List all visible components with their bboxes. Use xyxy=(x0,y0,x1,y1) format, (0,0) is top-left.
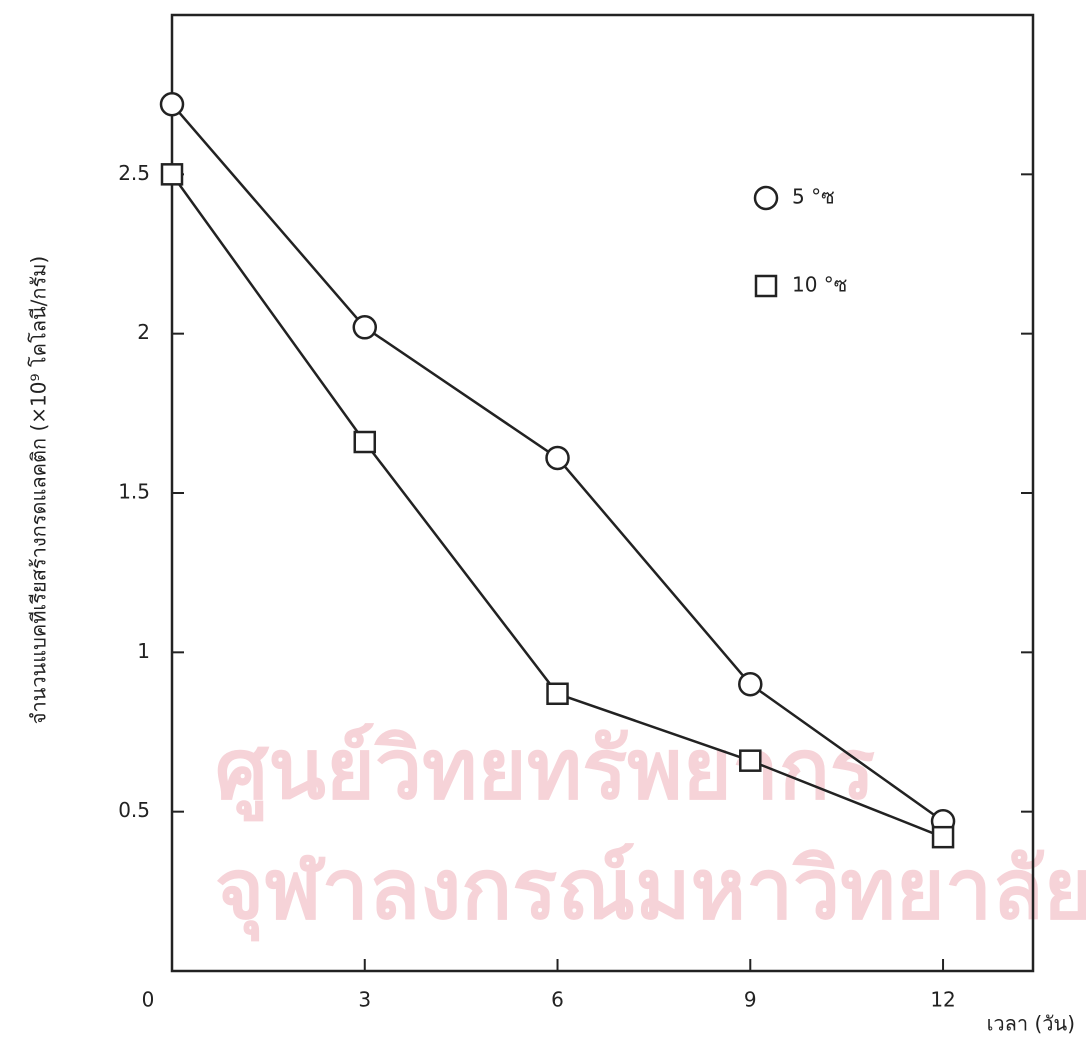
watermark: จุฬาลงกรณ์มหาวิทยาลัย xyxy=(215,840,1086,942)
point xyxy=(933,827,953,847)
point xyxy=(354,316,376,338)
y-tick-label: 2.5 xyxy=(118,161,150,185)
point xyxy=(162,164,182,184)
x-tick-label: 12 xyxy=(930,988,955,1012)
x-tick-label: 6 xyxy=(551,988,564,1012)
y-axis-label: จำนวนแบคทีเรียสร้างกรดแลคติก (×10⁹ โคโลน… xyxy=(27,256,51,725)
chart: ศูนย์วิทยทรัพยากร จุฬาลงกรณ์มหาวิทยาลัย … xyxy=(0,0,1086,1042)
x-tick-label: 0 xyxy=(142,988,155,1012)
y-tick-label: 1.5 xyxy=(118,480,150,504)
point xyxy=(547,447,569,469)
plot-frame xyxy=(172,15,1033,971)
legend-label: 5 °ซ xyxy=(792,185,835,209)
point xyxy=(740,751,760,771)
legend-label: 10 °ซ xyxy=(792,273,847,297)
y-tick-label: 2 xyxy=(137,320,150,344)
point xyxy=(161,93,183,115)
point xyxy=(739,673,761,695)
x-tick-label: 3 xyxy=(358,988,371,1012)
y-tick-label: 0.5 xyxy=(118,798,150,822)
y-tick-label: 1 xyxy=(137,639,150,663)
legend-marker xyxy=(755,187,777,209)
x-tick-label: 9 xyxy=(744,988,757,1012)
point xyxy=(548,684,568,704)
legend-marker xyxy=(756,276,776,296)
point xyxy=(355,432,375,452)
x-axis-label: เวลา (วัน) xyxy=(987,1012,1075,1036)
